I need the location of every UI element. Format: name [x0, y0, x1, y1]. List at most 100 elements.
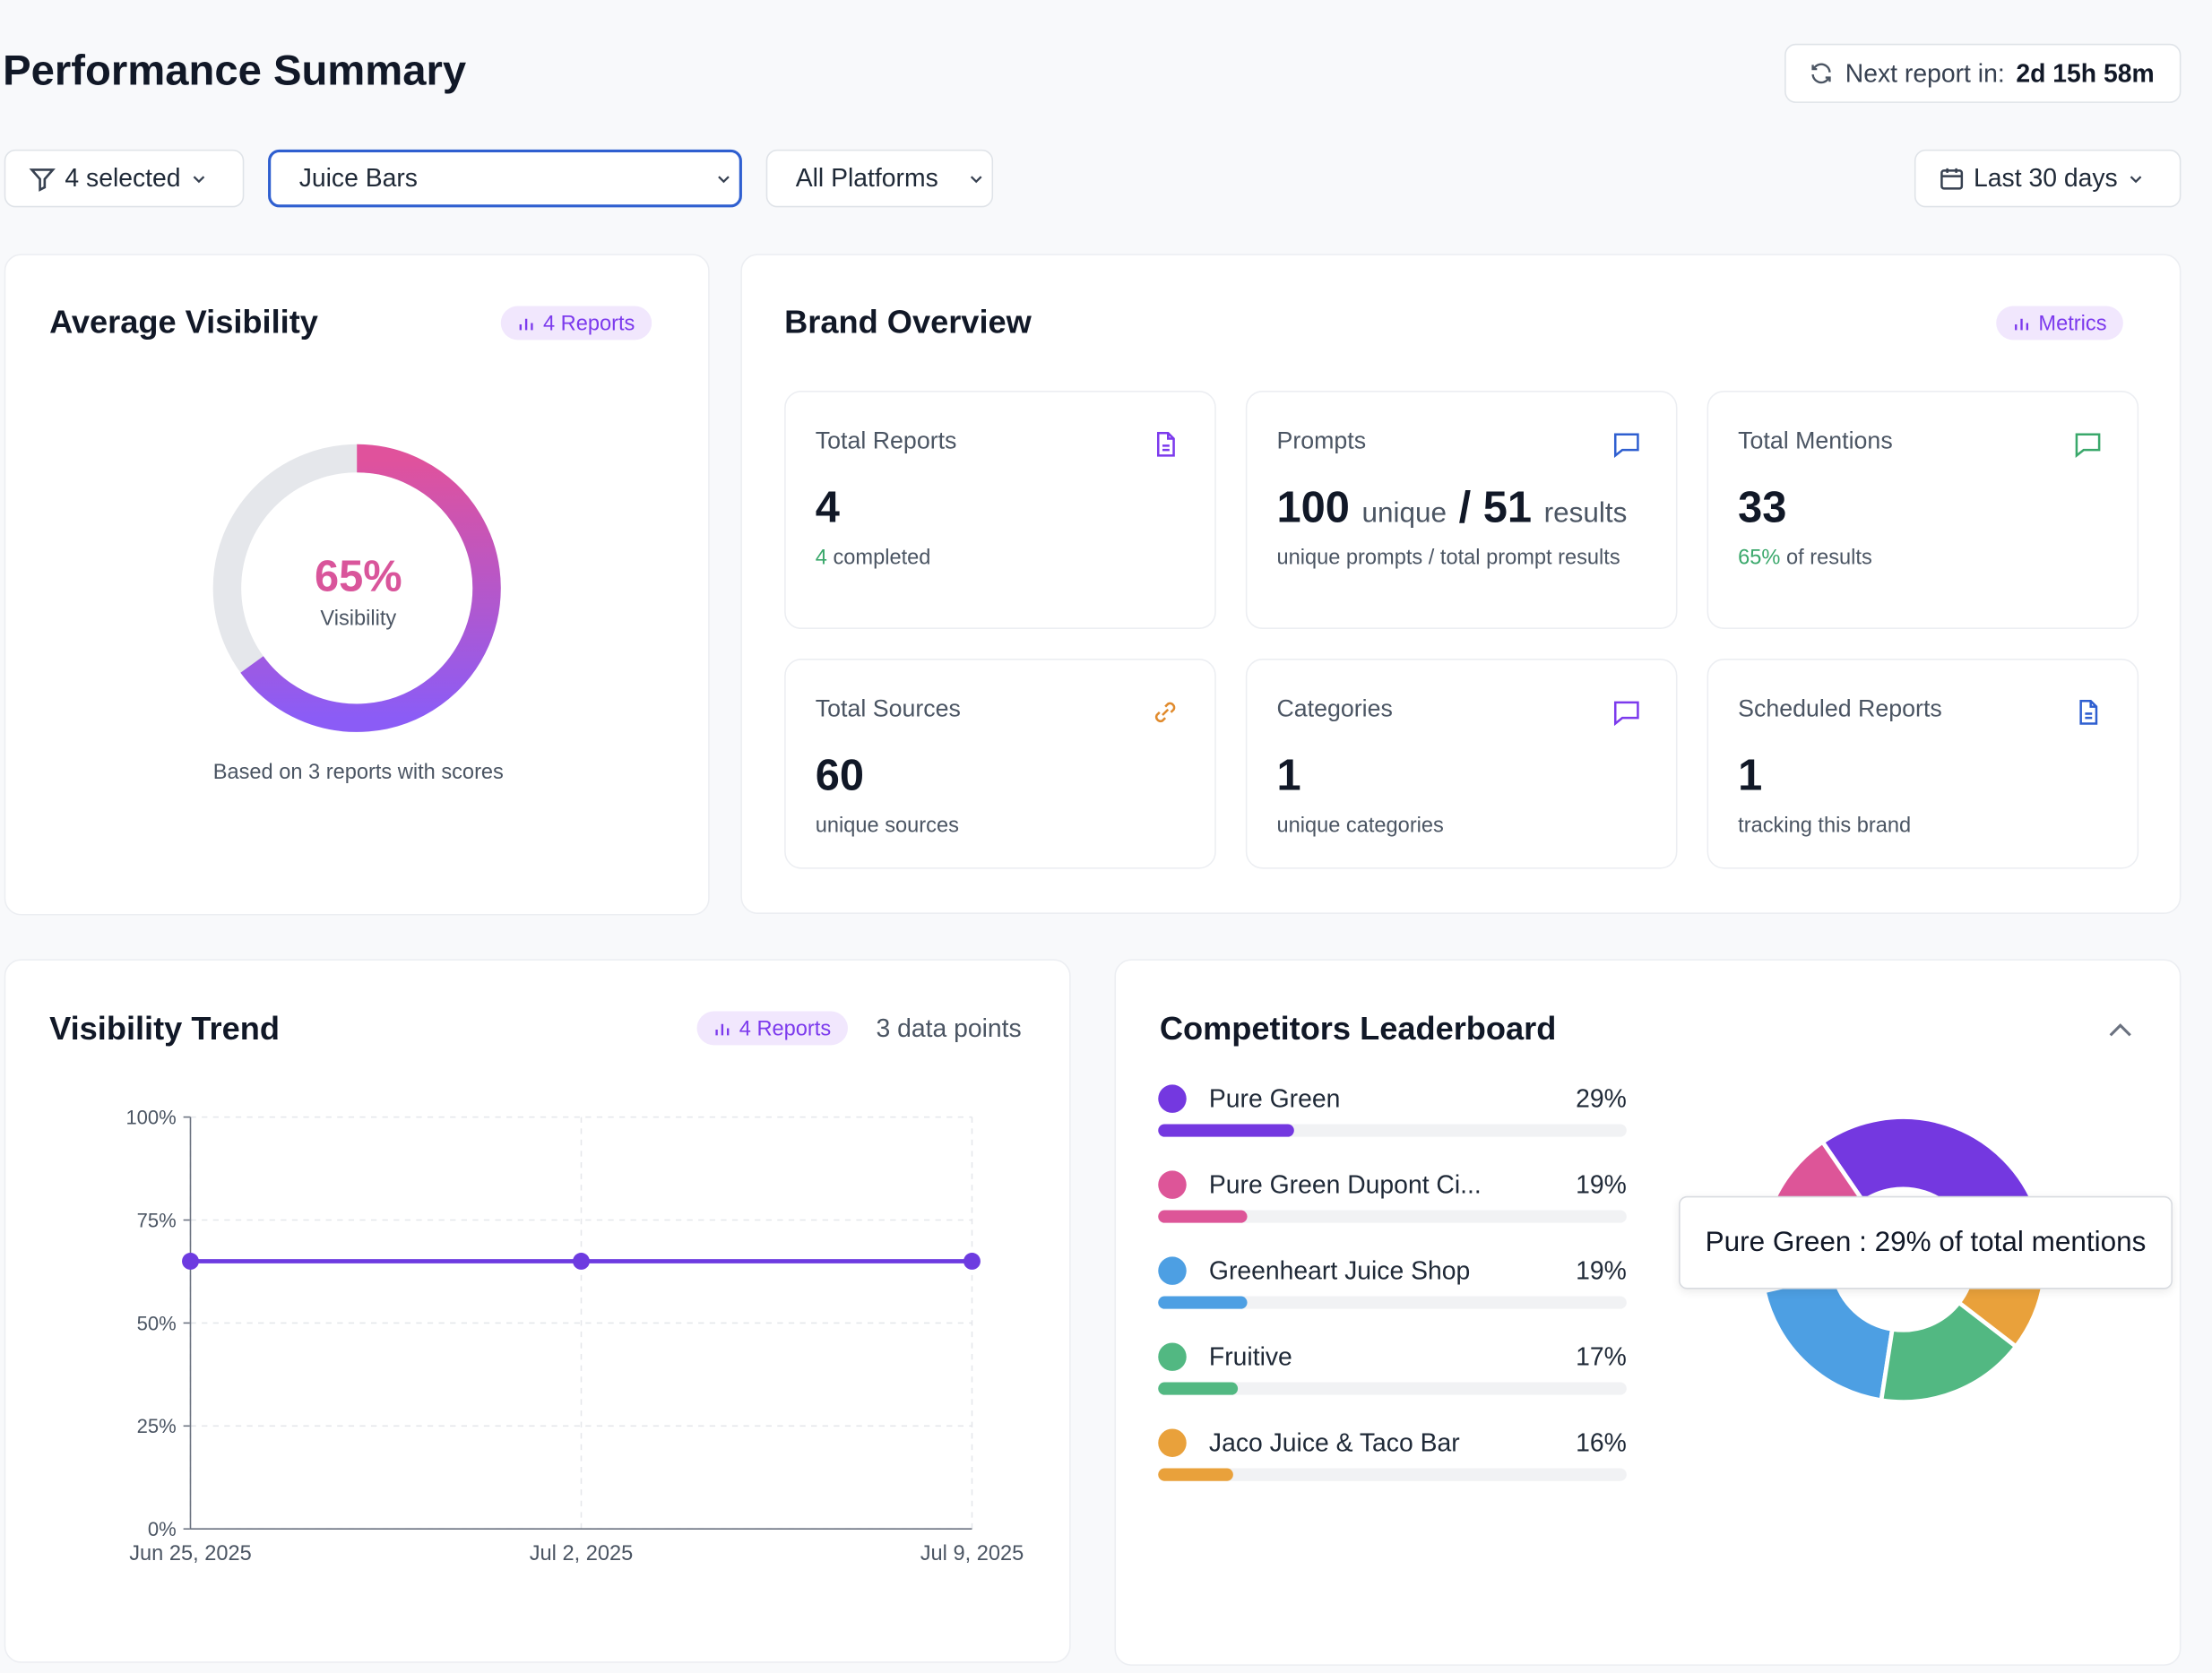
stat-title: Scheduled Reports: [1738, 694, 1942, 722]
competitor-share: 29%: [1576, 1085, 1627, 1114]
competitor-share: 19%: [1576, 1257, 1627, 1286]
competitor-name: Pure Green: [1209, 1085, 1340, 1114]
legend-dot: [1158, 1256, 1187, 1285]
stat-value: 100 unique / 51 results: [1276, 482, 1627, 533]
category-label: Juice Bars: [298, 163, 418, 193]
competitor-share: 17%: [1576, 1343, 1627, 1372]
stat-number: 100: [1276, 482, 1350, 532]
platform-select[interactable]: All Platforms: [765, 149, 994, 208]
chat-icon: [2075, 433, 2101, 459]
card-title: Visibility Trend: [49, 1009, 280, 1047]
bar-icon: [715, 1023, 730, 1036]
badge-text: Metrics: [2038, 311, 2107, 335]
competitor-share: 19%: [1576, 1171, 1627, 1200]
legend-dot: [1158, 1084, 1187, 1113]
competitor-name: Fruitive: [1209, 1343, 1292, 1372]
refresh-icon: [1811, 63, 1831, 84]
card-title: Brand Overview: [784, 303, 1032, 341]
card-title: Competitors Leaderboard: [1159, 1009, 1557, 1047]
competitor-name: Jaco Juice & Taco Bar: [1209, 1429, 1460, 1458]
y-tick-label: 0%: [148, 1518, 177, 1540]
data-points-note: 3 data points: [876, 1013, 1022, 1043]
stat-title: Total Sources: [815, 694, 961, 722]
legend-dot: [1158, 1428, 1187, 1457]
point: [963, 1253, 981, 1270]
stat-highlight: 65%: [1738, 546, 1781, 570]
competitor-name: Greenheart Juice Shop: [1209, 1257, 1470, 1286]
calendar-icon: [1940, 168, 1964, 190]
stat-unit: unique: [1361, 497, 1447, 530]
stat-sub-text: of results: [1786, 546, 1872, 570]
range-label: Last 30 days: [1974, 163, 2118, 193]
gauge-note: Based on 3 reports with scores: [212, 760, 504, 785]
stat-title: Categories: [1276, 694, 1393, 722]
chevron: [2130, 175, 2142, 183]
link-icon: [1154, 702, 1176, 723]
stat-separator: /: [1458, 482, 1472, 532]
bar-icon: [519, 318, 533, 331]
page-title: Performance Summary: [3, 47, 467, 95]
platform-label: All Platforms: [795, 163, 938, 193]
stat-card: Prompts 100 unique / 51 results unique p…: [1245, 390, 1678, 630]
y-tick-label: 25%: [137, 1415, 177, 1437]
share-bar: [1158, 1296, 1248, 1309]
share-bar: [1158, 1382, 1239, 1395]
doc-icon: [1156, 431, 1175, 457]
badge-text: 4 Reports: [739, 1016, 832, 1040]
chevron: [970, 176, 982, 184]
collapse-button[interactable]: [2104, 1017, 2138, 1042]
stat-value: 4: [815, 482, 840, 532]
bar-icon: [2015, 318, 2029, 331]
filter-select[interactable]: 4 selected: [4, 149, 245, 208]
point: [573, 1253, 590, 1270]
stat-sub: unique sources: [815, 814, 959, 838]
stat-card: Categories 1 unique categories: [1245, 659, 1678, 869]
stat-title: Total Mentions: [1738, 427, 1893, 454]
trend-card: Visibility Trend 4 Reports 3 data points: [4, 959, 1071, 1663]
donut-slice: [1761, 1272, 1895, 1403]
card-title: Average Visibility: [49, 303, 318, 341]
stat-sub: 65% of results: [1738, 545, 2091, 573]
gauge-value: 65%: [314, 551, 402, 601]
stat-value: 1: [1738, 750, 1763, 800]
stat-value: 60: [815, 750, 865, 800]
next-report-value: 2d 15h 58m: [2016, 58, 2155, 87]
share-bar: [1158, 1468, 1233, 1481]
x-tick-label: Jul 9, 2025: [920, 1542, 1024, 1565]
stat-sub: unique prompts / total prompt results: [1276, 546, 1620, 570]
badge-text: 4 Reports: [542, 311, 635, 335]
category-select[interactable]: Juice Bars: [268, 149, 742, 208]
stat-value: 1: [1276, 750, 1301, 800]
share-track: [1158, 1468, 1627, 1481]
next-report-label: Next report in:: [1845, 58, 2005, 87]
donut-slice: [1879, 1299, 2019, 1404]
point: [182, 1253, 199, 1270]
share-track: [1158, 1210, 1627, 1223]
legend-dot: [1158, 1170, 1187, 1199]
share-track: [1158, 1382, 1627, 1395]
stat-sub: tracking this brand: [1738, 814, 1912, 838]
filter-label: 4 selected: [65, 163, 181, 193]
competitor-name: Pure Green Dupont Ci...: [1209, 1171, 1482, 1200]
gauge-arc: [240, 444, 501, 732]
share-bar: [1158, 1210, 1248, 1223]
gauge-caption: Visibility: [320, 606, 397, 631]
stat-sub: unique categories: [1276, 814, 1444, 838]
x-tick-label: Jun 25, 2025: [129, 1542, 252, 1565]
share-bar: [1158, 1124, 1294, 1137]
stat-card: Total Sources 60 unique sources: [784, 659, 1216, 869]
stat-unit: results: [1543, 497, 1628, 530]
range-select[interactable]: Last 30 days: [1914, 149, 2182, 208]
stat-highlight: 4: [815, 546, 827, 570]
competitor-share: 16%: [1576, 1429, 1627, 1458]
stat-value: 33: [1738, 482, 1787, 532]
visibility-card: Average Visibility 4 Reports 65% Visibil…: [4, 254, 710, 916]
doc-icon: [2079, 700, 2098, 725]
chevron: [193, 175, 205, 183]
x-tick-label: Jul 2, 2025: [530, 1542, 634, 1565]
stat-number: 51: [1482, 482, 1533, 532]
chat-icon: [1613, 701, 1639, 727]
tooltip: Pure Green : 29% of total mentions: [1679, 1195, 2173, 1289]
